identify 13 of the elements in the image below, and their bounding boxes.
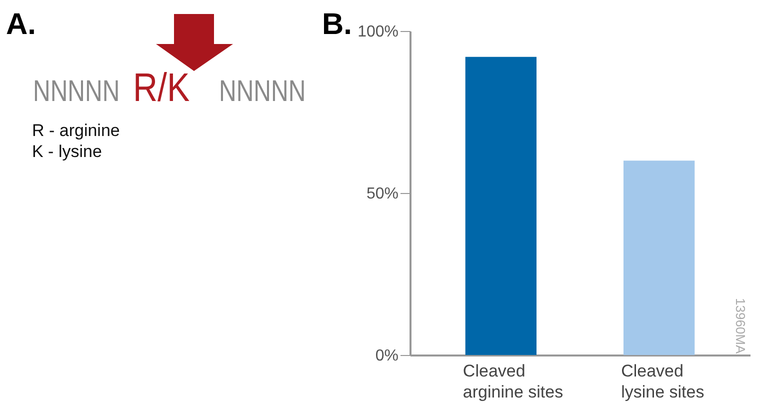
text: K - lysine — [32, 142, 102, 162]
x-tick-label: Cleaved lysine sites — [621, 362, 704, 402]
y-tick-label: 0% — [375, 348, 398, 364]
y-tick-label: 50% — [366, 186, 398, 202]
text: R/K — [133, 66, 191, 110]
chart-title: B. — [322, 8, 352, 42]
text: A. — [6, 8, 36, 42]
text: NNNNN — [219, 74, 306, 110]
y-tick-label: 100% — [358, 24, 398, 40]
annotation: 13960MA — [733, 298, 748, 354]
x-tick-label: Cleaved arginine sites — [462, 362, 564, 402]
text: NNNNN — [33, 74, 120, 110]
text: R - arginine — [32, 121, 120, 141]
